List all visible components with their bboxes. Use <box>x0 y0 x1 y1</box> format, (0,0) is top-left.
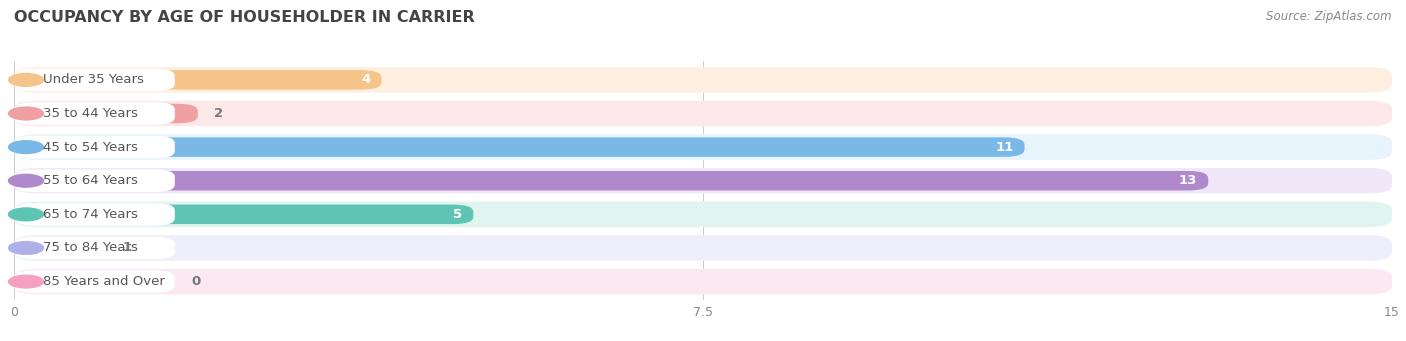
FancyBboxPatch shape <box>14 169 174 192</box>
Circle shape <box>8 141 44 153</box>
Circle shape <box>8 73 44 86</box>
FancyBboxPatch shape <box>14 205 474 224</box>
Text: 35 to 44 Years: 35 to 44 Years <box>44 107 138 120</box>
FancyBboxPatch shape <box>14 102 174 125</box>
FancyBboxPatch shape <box>14 269 1392 294</box>
FancyBboxPatch shape <box>14 171 1208 191</box>
Text: 5: 5 <box>453 208 463 221</box>
FancyBboxPatch shape <box>14 168 1392 193</box>
Text: 45 to 54 Years: 45 to 54 Years <box>44 140 138 153</box>
FancyBboxPatch shape <box>14 137 1025 157</box>
Text: OCCUPANCY BY AGE OF HOUSEHOLDER IN CARRIER: OCCUPANCY BY AGE OF HOUSEHOLDER IN CARRI… <box>14 10 475 25</box>
Text: Source: ZipAtlas.com: Source: ZipAtlas.com <box>1267 10 1392 23</box>
FancyBboxPatch shape <box>14 104 198 123</box>
Text: 75 to 84 Years: 75 to 84 Years <box>44 241 138 254</box>
Circle shape <box>8 275 44 288</box>
Text: Under 35 Years: Under 35 Years <box>44 73 145 86</box>
Circle shape <box>8 208 44 221</box>
Text: 85 Years and Over: 85 Years and Over <box>44 275 166 288</box>
FancyBboxPatch shape <box>14 69 174 91</box>
FancyBboxPatch shape <box>14 70 381 90</box>
FancyBboxPatch shape <box>14 136 174 158</box>
Text: 0: 0 <box>191 275 201 288</box>
Text: 2: 2 <box>214 107 224 120</box>
FancyBboxPatch shape <box>14 202 1392 227</box>
Text: 65 to 74 Years: 65 to 74 Years <box>44 208 138 221</box>
FancyBboxPatch shape <box>14 235 1392 261</box>
Text: 13: 13 <box>1178 174 1197 187</box>
FancyBboxPatch shape <box>14 270 174 293</box>
Circle shape <box>8 241 44 254</box>
Circle shape <box>8 174 44 187</box>
FancyBboxPatch shape <box>14 67 1392 93</box>
Text: 11: 11 <box>995 140 1014 153</box>
Text: 4: 4 <box>361 73 370 86</box>
Text: 55 to 64 Years: 55 to 64 Years <box>44 174 138 187</box>
FancyBboxPatch shape <box>14 203 174 226</box>
FancyBboxPatch shape <box>14 238 105 258</box>
Text: 1: 1 <box>122 241 132 254</box>
FancyBboxPatch shape <box>14 134 1392 160</box>
FancyBboxPatch shape <box>14 101 1392 126</box>
FancyBboxPatch shape <box>14 237 174 259</box>
Circle shape <box>8 107 44 120</box>
